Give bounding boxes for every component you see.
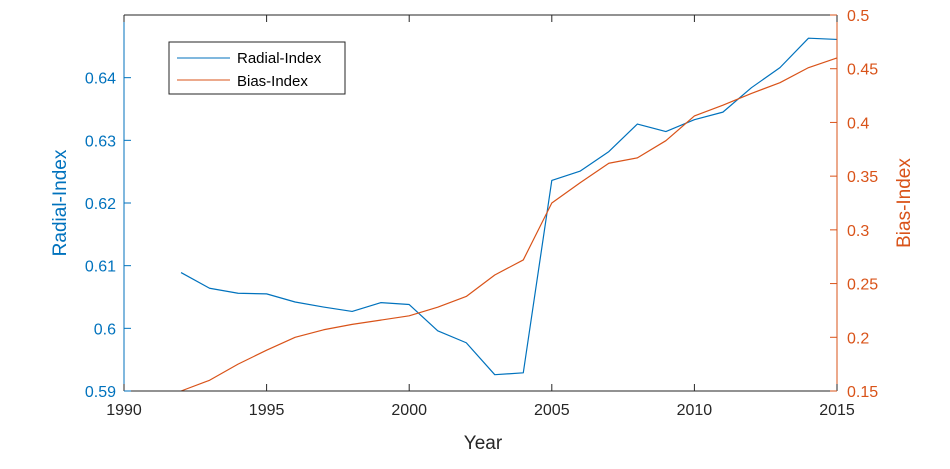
left-y-tick-label: 0.62	[85, 196, 116, 213]
left-y-tick-label: 0.59	[85, 384, 116, 401]
series-layer	[180, 37, 838, 392]
ticks-layer: 1990 1995 2000 2005 2010 2015 0.59 0.6 0.61 0.62 0…	[85, 8, 878, 419]
x-axis-title: Year	[464, 433, 503, 454]
legend-box	[168, 41, 346, 95]
right-y-tick-label: 0.4	[847, 115, 869, 132]
legend-label-radial-index: Radial-Index	[237, 50, 322, 67]
right-y-tick-label: 0.3	[847, 223, 869, 240]
right-y-tick-label: 0.15	[847, 384, 878, 401]
right-y-tick-label: 0.5	[847, 8, 869, 25]
right-y-tick-label: 0.2	[847, 330, 869, 347]
left-y-tick-label: 0.64	[85, 71, 116, 88]
right-y-axis-title: Bias-Index	[894, 158, 915, 248]
left-y-tick-label: 0.61	[85, 259, 116, 276]
left-y-tick-label: 0.63	[85, 133, 116, 150]
right-y-tick-label: 0.25	[847, 277, 878, 294]
legend: Radial-Index Bias-Index	[168, 41, 346, 95]
left-y-tick-label: 0.6	[94, 321, 116, 338]
x-tick-label: 2000	[391, 402, 427, 419]
right-y-tick-label: 0.35	[847, 169, 878, 186]
x-tick-label: 1995	[249, 402, 285, 419]
series-line-radial-index	[180, 37, 838, 376]
left-y-axis-title: Radial-Index	[50, 149, 71, 256]
x-tick-label: 2015	[819, 402, 855, 419]
right-y-tick-label: 0.45	[847, 62, 878, 79]
x-tick-label: 2005	[534, 402, 570, 419]
series-line-bias-index	[180, 57, 838, 392]
x-tick-label: 1990	[106, 402, 142, 419]
x-tick-label: 2010	[677, 402, 713, 419]
legend-label-bias-index: Bias-Index	[237, 73, 308, 90]
